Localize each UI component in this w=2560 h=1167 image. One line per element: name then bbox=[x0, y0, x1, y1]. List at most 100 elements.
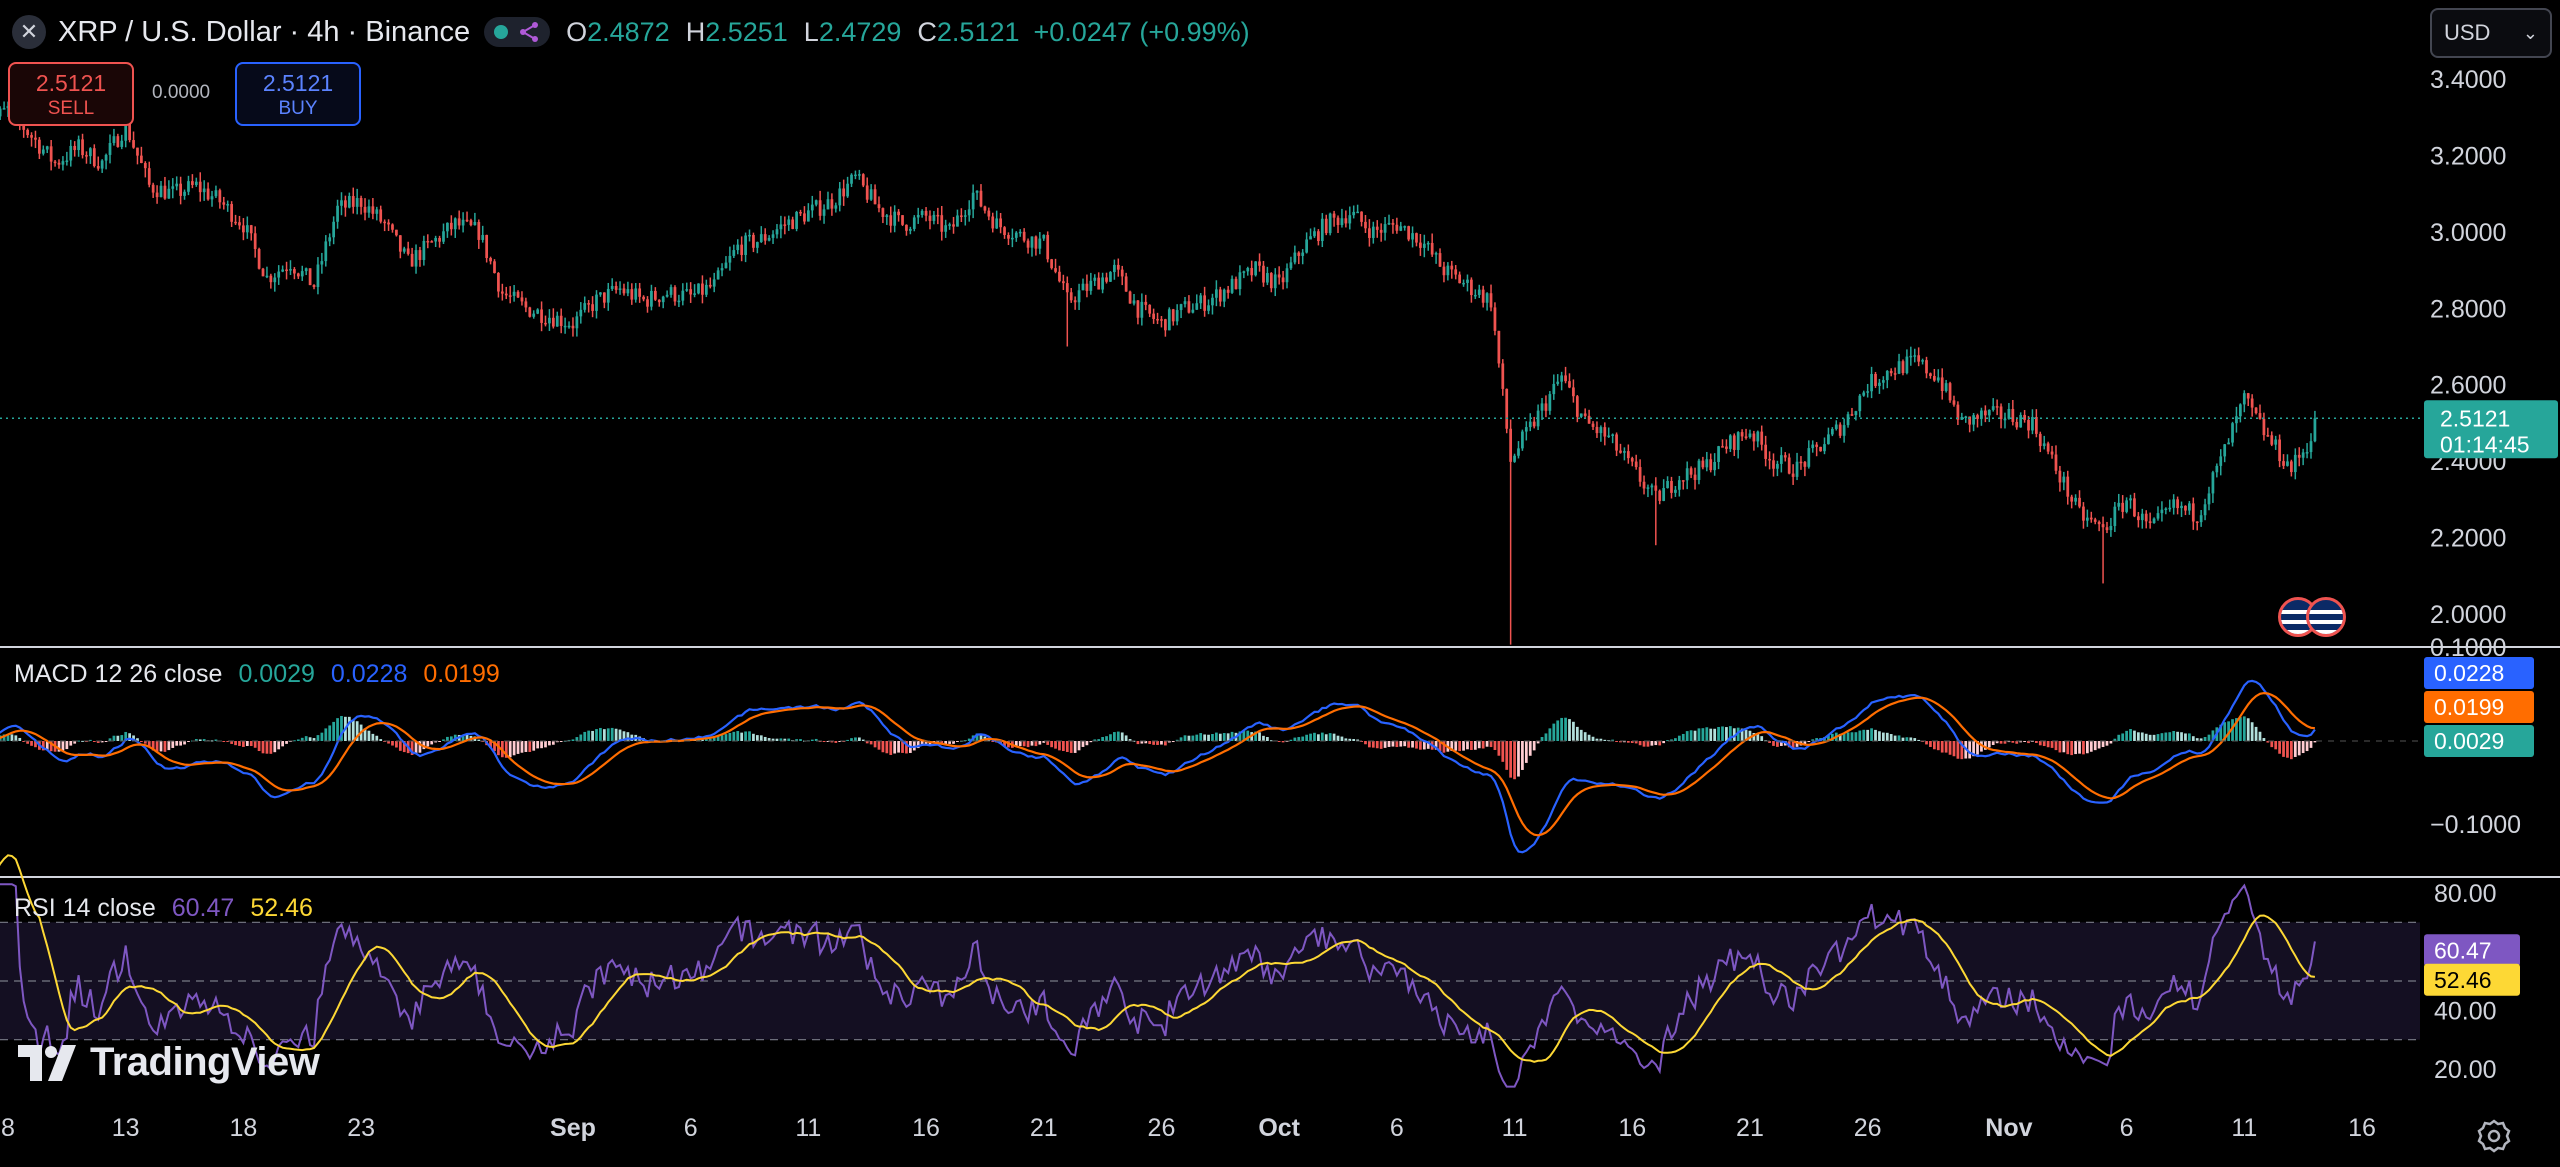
macd-histogram-bar bbox=[1650, 741, 1654, 746]
tradingview-logo[interactable]: TradingView bbox=[18, 1040, 320, 1085]
candle-body bbox=[249, 225, 253, 234]
date-axis-label: Sep bbox=[550, 1114, 596, 1142]
macd-histogram-bar bbox=[2140, 732, 2144, 741]
candle-body bbox=[2046, 443, 2050, 452]
candle-body bbox=[1222, 289, 1226, 302]
macd-histogram-bar bbox=[167, 741, 171, 751]
candle-body bbox=[1705, 459, 1709, 468]
candle-body bbox=[1524, 427, 1528, 432]
candle-body bbox=[1364, 221, 1367, 229]
macd-histogram-bar bbox=[728, 732, 732, 741]
macd-histogram-bar bbox=[238, 741, 241, 746]
candle-body bbox=[665, 294, 669, 297]
macd-histogram-bar bbox=[132, 735, 135, 741]
candle-body bbox=[2109, 525, 2113, 531]
candle-body bbox=[387, 222, 390, 225]
candle-body bbox=[438, 237, 441, 242]
candle-body bbox=[2278, 439, 2281, 462]
candle-body bbox=[104, 154, 108, 161]
close-icon[interactable]: ✕ bbox=[12, 15, 46, 49]
candle-body bbox=[822, 209, 826, 216]
candle-body bbox=[1803, 462, 1807, 467]
candle-body bbox=[242, 225, 245, 233]
macd-histogram-bar bbox=[1768, 741, 1771, 743]
macd-histogram-bar bbox=[418, 741, 422, 753]
macd-histogram-bar bbox=[1791, 741, 1795, 749]
candle-body bbox=[273, 277, 277, 283]
candle-body bbox=[1772, 460, 1775, 469]
candle-body bbox=[1634, 461, 1638, 468]
macd-histogram-bar bbox=[606, 728, 610, 741]
macd-histogram-bar bbox=[2133, 730, 2136, 741]
candle-body bbox=[1748, 433, 1752, 437]
macd-histogram-bar bbox=[194, 739, 198, 741]
buy-button[interactable]: 2.5121 BUY bbox=[235, 62, 361, 126]
macd-histogram-bar bbox=[1395, 741, 1399, 748]
candle-body bbox=[2050, 451, 2054, 455]
candle-body bbox=[1552, 383, 1556, 395]
symbol-title[interactable]: XRP / U.S. Dollar · 4h · Binance bbox=[58, 15, 471, 48]
macd-histogram-bar bbox=[18, 737, 22, 741]
macd-histogram-bar bbox=[128, 733, 131, 741]
macd-signal-line bbox=[0, 691, 2316, 837]
macd-histogram-bar bbox=[493, 741, 496, 752]
sell-button[interactable]: 2.5121 SELL bbox=[8, 62, 134, 126]
price-change: +0.0247 (+0.99%) bbox=[1033, 16, 1250, 47]
candle-body bbox=[1305, 239, 1308, 253]
candle-body bbox=[555, 315, 559, 327]
date-axis-label: 13 bbox=[112, 1114, 140, 1142]
macd-histogram-bar bbox=[1062, 741, 1065, 752]
macd-histogram-bar bbox=[2105, 741, 2109, 746]
macd-histogram-bar bbox=[1666, 740, 1669, 742]
candle-body bbox=[944, 225, 948, 232]
settings-gear-icon[interactable] bbox=[2476, 1118, 2512, 1154]
candle-body bbox=[916, 214, 920, 218]
macd-histogram-bar bbox=[2278, 741, 2281, 754]
candle-body bbox=[73, 145, 77, 151]
currency-select[interactable]: USD ⌄ bbox=[2430, 8, 2552, 58]
macd-histogram-bar bbox=[1026, 741, 1030, 748]
macd-histogram-bar bbox=[2085, 741, 2089, 754]
market-status[interactable] bbox=[484, 17, 551, 47]
macd-histogram-bar bbox=[277, 741, 281, 750]
macd-histogram-bar bbox=[2172, 731, 2176, 741]
candle-body bbox=[1022, 231, 1026, 241]
candle-body bbox=[2184, 505, 2187, 511]
candle-body bbox=[1929, 373, 1932, 376]
candle-body bbox=[771, 234, 775, 238]
macd-histogram-bar bbox=[548, 741, 551, 746]
candle-body bbox=[1889, 370, 1893, 374]
candle-body bbox=[406, 248, 410, 254]
candle-body bbox=[1489, 293, 1493, 308]
candle-body bbox=[1317, 231, 1320, 242]
candle-body bbox=[1242, 271, 1246, 273]
candle-body bbox=[1689, 468, 1693, 475]
candle-body bbox=[567, 325, 571, 328]
candle-body bbox=[1113, 264, 1116, 273]
candle-body bbox=[1595, 426, 1599, 434]
candle-body bbox=[1340, 218, 1344, 225]
candle-body bbox=[551, 317, 555, 327]
macd-value-badge-text: 0.0228 bbox=[2434, 660, 2504, 686]
candle-body bbox=[512, 291, 516, 296]
candle-body bbox=[1411, 233, 1414, 240]
macd-histogram-bar bbox=[45, 741, 49, 750]
macd-histogram-bar bbox=[873, 741, 877, 748]
symbol-legend: ✕ XRP / U.S. Dollar · 4h · Binance O2.48… bbox=[12, 10, 1250, 54]
macd-histogram-bar bbox=[1262, 735, 1265, 741]
macd-histogram-bar bbox=[1211, 734, 1214, 741]
candle-body bbox=[1611, 434, 1615, 436]
candle-body bbox=[602, 292, 606, 303]
macd-histogram-bar bbox=[936, 741, 940, 743]
macd-histogram-bar bbox=[1293, 737, 1297, 741]
candle-body bbox=[1493, 307, 1497, 331]
macd-histogram-bar bbox=[963, 739, 967, 741]
candle-body bbox=[1709, 459, 1713, 471]
candle-body bbox=[92, 148, 96, 167]
candle-body bbox=[1548, 394, 1552, 411]
us-flag-icon[interactable] bbox=[2306, 597, 2346, 637]
macd-histogram-bar bbox=[583, 731, 587, 741]
candle-body bbox=[689, 289, 693, 295]
macd-histogram-bar bbox=[242, 741, 245, 747]
